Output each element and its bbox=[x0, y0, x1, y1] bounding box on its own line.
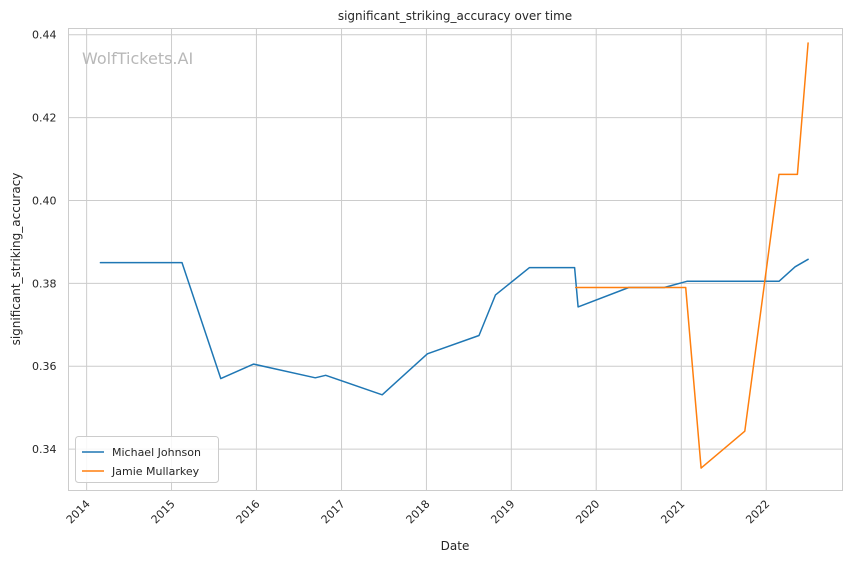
series-line-michael-johnson bbox=[99, 258, 809, 396]
legend: Michael Johnson Jamie Mullarkey bbox=[75, 436, 219, 483]
y-tick-label: 0.40 bbox=[32, 194, 57, 207]
legend-box bbox=[75, 436, 219, 483]
x-tick-label: 2015 bbox=[149, 497, 178, 526]
watermark: WolfTickets.AI bbox=[82, 49, 193, 68]
x-tick-label: 2021 bbox=[658, 497, 687, 526]
x-tick-label: 2022 bbox=[743, 497, 772, 526]
plot-frame bbox=[68, 28, 843, 491]
x-tick-label: 2014 bbox=[64, 497, 93, 526]
x-tick-label: 2018 bbox=[404, 497, 433, 526]
x-tick-label: 2020 bbox=[573, 497, 602, 526]
legend-label-michael-johnson: Michael Johnson bbox=[112, 446, 201, 459]
legend-label-jamie-mullarkey: Jamie Mullarkey bbox=[111, 465, 200, 478]
y-tick-label: 0.42 bbox=[32, 112, 57, 125]
chart-title: significant_striking_accuracy over time bbox=[338, 9, 572, 23]
y-tick-label: 0.38 bbox=[32, 277, 57, 290]
series-lines bbox=[99, 42, 809, 469]
y-tick-labels: 0.34 0.36 0.38 0.40 0.42 0.44 bbox=[32, 29, 57, 456]
x-tick-label: 2019 bbox=[488, 497, 517, 526]
series-line-jamie-mullarkey bbox=[574, 42, 809, 469]
y-axis-label: significant_striking_accuracy bbox=[9, 173, 23, 346]
y-tick-label: 0.44 bbox=[32, 29, 57, 42]
y-tick-label: 0.34 bbox=[32, 443, 57, 456]
x-tick-label: 2017 bbox=[319, 497, 348, 526]
grid bbox=[68, 28, 843, 491]
y-tick-label: 0.36 bbox=[32, 360, 57, 373]
x-tick-label: 2016 bbox=[234, 497, 263, 526]
x-tick-labels: 2014 2015 2016 2017 2018 2019 2020 2021 2022 bbox=[64, 497, 773, 526]
x-axis-label: Date bbox=[441, 539, 470, 553]
